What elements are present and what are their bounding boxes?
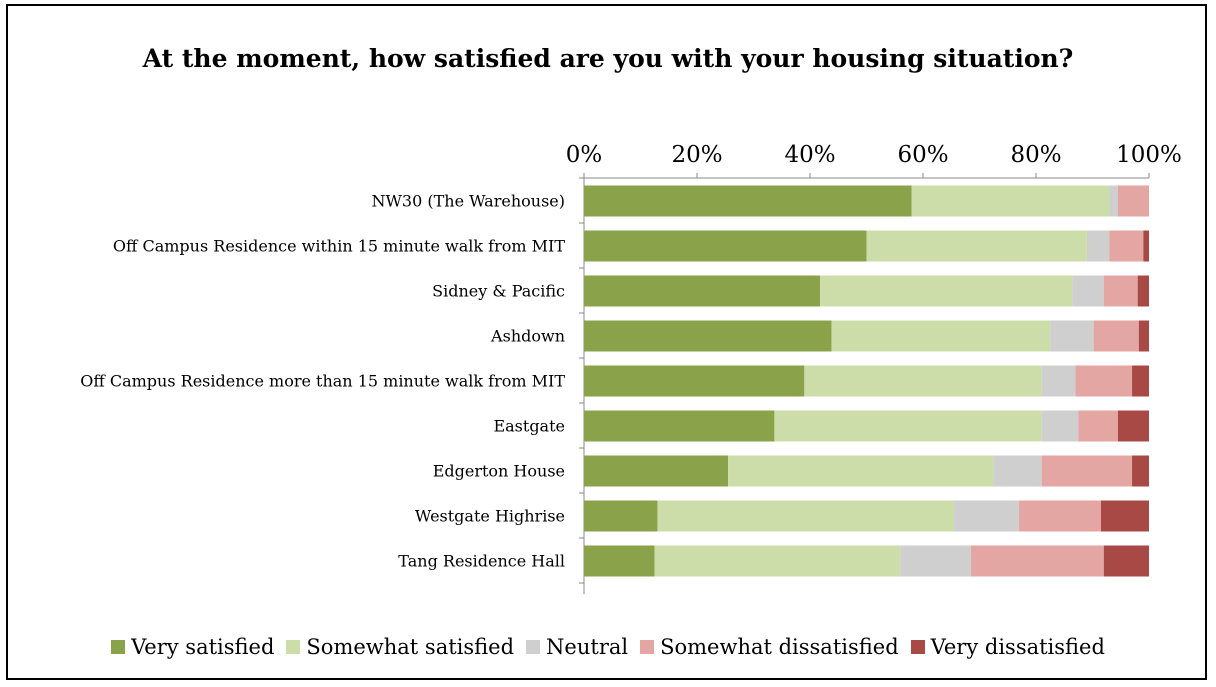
bar-segment <box>1072 275 1104 307</box>
legend-swatch <box>910 640 925 654</box>
bar-segment <box>1075 365 1133 397</box>
legend-label: Neutral <box>546 635 629 659</box>
category-label: Eastgate <box>493 417 565 436</box>
legend-label: Very satisfied <box>131 635 275 659</box>
bar-segment <box>1132 455 1149 487</box>
legend-swatch <box>111 640 126 654</box>
bar-segment <box>831 320 1051 352</box>
category-label: Off Campus Residence more than 15 minute… <box>80 372 565 391</box>
legend-item: Very dissatisfied <box>910 635 1105 659</box>
bar-segment <box>1109 230 1144 262</box>
legend-swatch <box>286 640 301 654</box>
legend-item: Neutral <box>526 635 628 659</box>
bar-segment <box>1117 185 1149 217</box>
category-label: Edgerton House <box>433 462 565 481</box>
bar-segment <box>728 455 994 487</box>
bar-segment <box>1137 275 1149 307</box>
bar-segment <box>1103 545 1149 577</box>
legend-label: Very dissatisfied <box>930 635 1105 659</box>
legend-label: Somewhat satisfied <box>306 635 515 659</box>
bar-segment <box>584 545 655 577</box>
bar-segment <box>1086 230 1110 262</box>
bar-segment <box>954 500 1020 532</box>
bar-segment <box>804 365 1042 397</box>
bar-segment <box>900 545 972 577</box>
legend-swatch <box>640 640 655 654</box>
bar-segment <box>993 455 1042 487</box>
bar-segment <box>1117 410 1149 442</box>
bar-segment <box>1019 500 1101 532</box>
bar-segment <box>584 320 832 352</box>
legend-label: Somewhat dissatisfied <box>660 635 899 659</box>
bar-segment <box>1041 455 1133 487</box>
bar-segment <box>1050 320 1094 352</box>
bar-segment <box>866 230 1087 262</box>
bar-segment <box>654 545 901 577</box>
bar-segment <box>584 275 821 307</box>
bar-segment <box>971 545 1104 577</box>
bar-segment <box>774 410 1042 442</box>
x-tick-label: 40% <box>784 142 835 168</box>
bar-segment <box>584 185 912 217</box>
bar-segment <box>1138 320 1149 352</box>
bar-segment <box>1100 500 1149 532</box>
category-label: NW30 (The Warehouse) <box>371 192 565 211</box>
category-label: Off Campus Residence within 15 minute wa… <box>113 237 565 256</box>
chart-title: At the moment, how satisfied are you wit… <box>142 44 1074 73</box>
category-label: Westgate Highrise <box>415 507 565 526</box>
bar-segment <box>584 455 729 487</box>
bar-segment <box>1109 185 1118 217</box>
bar-segment <box>1078 410 1118 442</box>
legend-item: Very satisfied <box>111 635 274 659</box>
chart-legend: Very satisfied Somewhat satisfied Neutral S… <box>0 632 1216 662</box>
bar-segment <box>1132 365 1149 397</box>
bar-segment <box>820 275 1073 307</box>
legend-item: Somewhat satisfied <box>286 635 514 659</box>
category-label: Sidney & Pacific <box>432 282 565 301</box>
bar-segment <box>911 185 1110 217</box>
category-label: Tang Residence Hall <box>398 552 565 571</box>
bar-segment <box>1093 320 1139 352</box>
bar-segment <box>1041 365 1076 397</box>
x-tick-label: 20% <box>671 142 722 168</box>
legend-item: Somewhat dissatisfied <box>640 635 899 659</box>
bar-segment <box>1041 410 1079 442</box>
bar-segment <box>1143 230 1149 262</box>
bar-segment <box>1103 275 1138 307</box>
category-label: Ashdown <box>490 327 565 346</box>
x-tick-label: 60% <box>897 142 948 168</box>
legend-swatch <box>526 640 541 654</box>
x-tick-label: 0% <box>566 142 603 168</box>
bar-segment <box>657 500 955 532</box>
x-tick-label: 80% <box>1010 142 1061 168</box>
bar-segment <box>584 230 867 262</box>
bar-segment <box>584 500 658 532</box>
x-tick-label: 100% <box>1116 142 1182 168</box>
bar-segment <box>584 410 775 442</box>
bar-segment <box>584 365 805 397</box>
